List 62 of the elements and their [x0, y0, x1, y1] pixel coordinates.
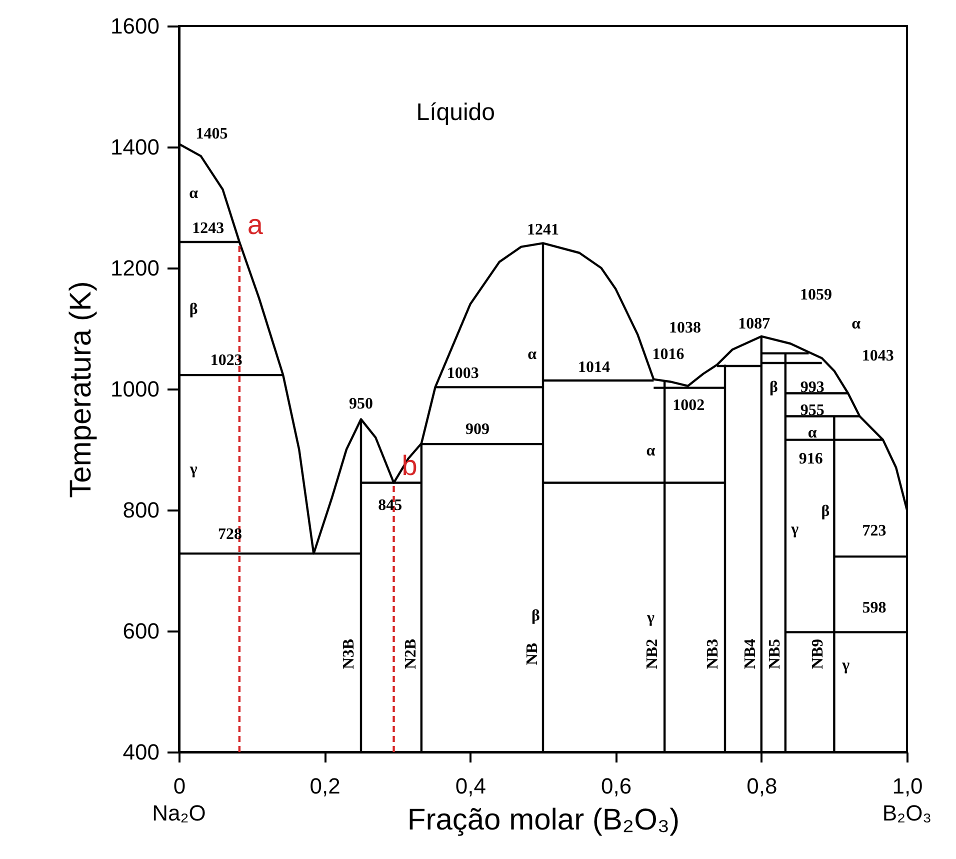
x-tick-label: 0,2 [310, 774, 340, 798]
annotation: 993 [800, 378, 824, 396]
x-tick-label: 0,4 [455, 774, 486, 798]
annotation: NB3 [704, 638, 722, 670]
annotation: 845 [378, 497, 402, 514]
text: B₂O₃ [882, 800, 932, 826]
annotation: 1038 [668, 319, 701, 336]
annotation: β [821, 502, 830, 520]
annotation: α [852, 316, 861, 333]
series-label: b [402, 450, 418, 481]
annotation: 1059 [800, 286, 832, 304]
annotation: γ [841, 656, 850, 674]
x-tick-label: 0,6 [601, 774, 632, 798]
annotation: β [189, 301, 198, 318]
annotation: 1003 [446, 365, 479, 382]
annotation: NB [524, 642, 542, 666]
annotation: 1243 [192, 220, 224, 237]
annotation: γ [188, 460, 198, 478]
annotation: NB2 [644, 638, 662, 670]
annotation: γ [646, 610, 655, 627]
y-tick-label: 600 [122, 618, 160, 644]
x-tick-label: 1,0 [892, 774, 923, 798]
annotation: 1014 [578, 359, 610, 376]
annotation: β [770, 378, 778, 396]
annotation: β [532, 608, 540, 625]
y-tick-label: 1200 [110, 256, 160, 280]
annotation: α [646, 442, 656, 460]
annotation: 1405 [196, 125, 228, 142]
annotation: 1002 [672, 396, 705, 414]
annotation: α [808, 424, 817, 442]
text: Na₂O [152, 800, 206, 826]
annotation: N2B [402, 638, 420, 670]
y-axis-title: Temperatura (K) [64, 281, 98, 498]
x-tick-label: 0,8 [746, 774, 778, 798]
annotation: 723 [862, 522, 886, 540]
annotation: 1043 [862, 348, 894, 365]
annotation: γ [790, 521, 800, 538]
annotation: 909 [465, 420, 490, 438]
x-tick-label: 0 [173, 774, 186, 798]
annotation: 950 [349, 396, 373, 413]
annotation: N3B [340, 638, 358, 670]
y-tick-label: 1400 [110, 134, 160, 160]
annotation: 955 [800, 402, 824, 420]
annotation: NB5 [766, 638, 784, 670]
y-tick-label: 1600 [110, 14, 160, 38]
annotation: 1023 [210, 352, 242, 369]
y-tick-label: 800 [122, 498, 160, 522]
annotation: NB9 [809, 638, 826, 670]
annotation: 598 [862, 600, 886, 617]
x-axis-title: Fração molar (B₂O₃) [407, 804, 680, 836]
y-tick-label: 400 [122, 740, 160, 764]
annotation: 1016 [652, 346, 684, 364]
annotation: 916 [798, 450, 823, 468]
annotation: α [528, 346, 537, 364]
annotation: 728 [218, 526, 242, 544]
annotation: 1241 [527, 221, 559, 238]
annotation: NB4 [742, 638, 759, 670]
series-label: a [247, 208, 264, 240]
annotation: Líquido [416, 99, 496, 126]
y-tick-label: 1000 [110, 376, 160, 402]
annotation: α [189, 184, 198, 202]
annotation: 1087 [738, 316, 770, 333]
